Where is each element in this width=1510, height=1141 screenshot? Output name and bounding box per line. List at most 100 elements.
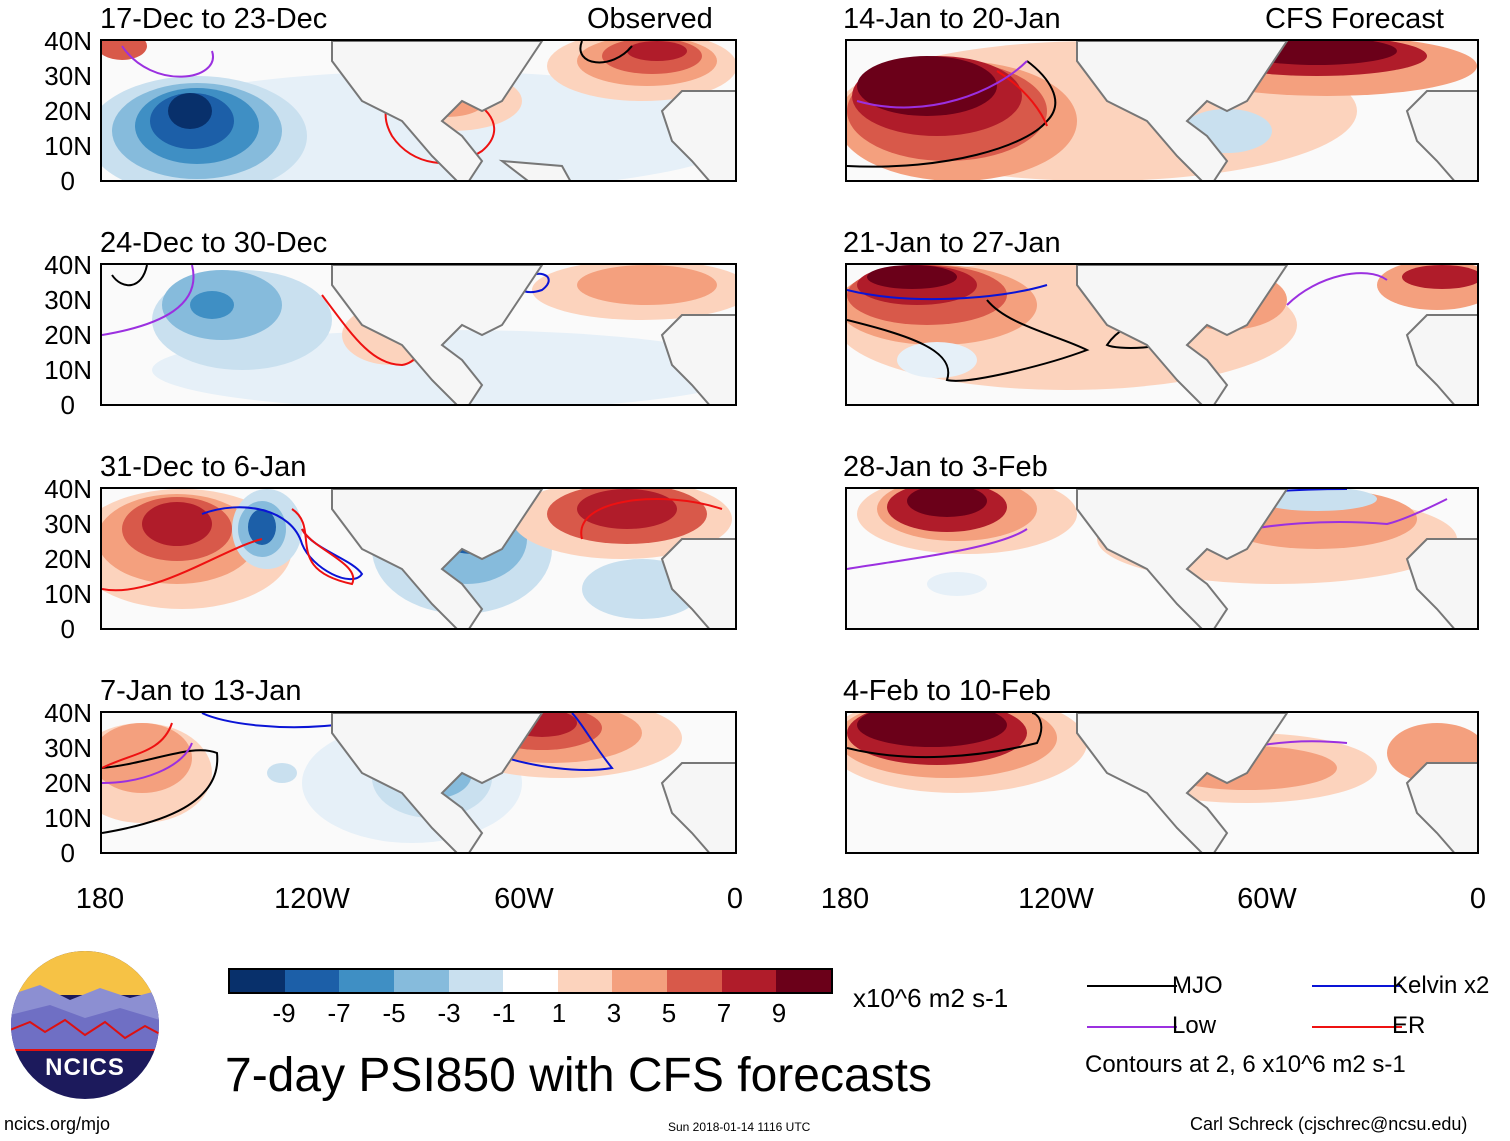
map-field-3 [102,265,735,404]
xtick: 180 [820,883,870,915]
map-field-4 [847,265,1477,404]
ytick: 10N [44,803,92,833]
ytick: 40N [44,474,92,504]
panel-title-1: 17-Dec to 23-Dec [100,3,328,35]
land-outline [331,265,735,404]
logo-mountains-icon [11,951,159,1099]
colorbar-label: -9 [272,998,296,1028]
legend-mjo-line [1087,985,1177,987]
map-panel-6 [845,487,1479,630]
map-field-7 [102,713,735,852]
map-panel-7 [100,711,737,854]
xtick: 120W [1018,883,1094,915]
colorbar-label: 3 [606,998,622,1028]
map-field-8 [847,713,1477,852]
land-outline [1076,713,1477,852]
panel-title-5: 31-Dec to 6-Jan [100,451,307,483]
map-panel-3 [100,263,737,406]
colorbar-units: x10^6 m2 s-1 [853,983,1009,1013]
land-outline [1076,41,1477,180]
map-field-2 [847,41,1477,180]
ytick: 40N [44,250,92,280]
colorbar-swatch [230,970,285,992]
colorbar-swatch [776,970,832,992]
ncics-logo: NCICS [10,950,160,1100]
map-panel-1 [100,39,737,182]
colorbar-label: 9 [771,998,787,1028]
ytick: 20N [44,544,92,574]
xtick: 0 [1469,883,1487,915]
xtick: 0 [726,883,744,915]
map-field-1 [102,41,735,180]
colorbar-swatch [503,970,558,992]
xtick: 180 [75,883,125,915]
panel-title-6: 28-Jan to 3-Feb [843,451,1048,483]
colorbar-label: -3 [437,998,461,1028]
xtick: 60W [1237,883,1297,915]
panel-tag-observed: Observed [587,3,713,35]
ytick: 20N [44,768,92,798]
map-field-6 [847,489,1477,628]
ytick: 20N [44,96,92,126]
ytick: 40N [44,698,92,728]
logo-text: NCICS [45,1054,125,1081]
legend-low-line [1087,1026,1177,1028]
legend-kelvin-label: Kelvin x2 [1392,972,1490,999]
legend-er-line [1312,1026,1402,1028]
land-outline [1076,489,1477,628]
legend-kelvin-line [1312,985,1402,987]
map-field-5 [102,489,735,628]
figure-title: 7-day PSI850 with CFS forecasts [225,1049,932,1102]
panel-title-4: 21-Jan to 27-Jan [843,227,1061,259]
colorbar-label: 7 [716,998,732,1028]
footer-site: ncics.org/mjo [4,1114,111,1134]
panel-tag-forecast: CFS Forecast [1265,3,1444,35]
ytick: 10N [44,131,92,161]
legend-note: Contours at 2, 6 x10^6 m2 s-1 [1085,1051,1406,1078]
ytick: 0 [60,838,75,868]
map-panel-8 [845,711,1479,854]
ytick: 30N [44,509,92,539]
colorbar-swatch [721,970,777,992]
ytick: 0 [60,390,75,420]
colorbar-label: 5 [661,998,677,1028]
panel-title-2: 14-Jan to 20-Jan [843,3,1061,35]
colorbar-label: 1 [551,998,567,1028]
ytick: 20N [44,320,92,350]
ytick: 30N [44,61,92,91]
colorbar-label: -5 [382,998,406,1028]
xtick: 120W [274,883,350,915]
map-panel-5 [100,487,737,630]
footer-author: Carl Schreck (cjschrec@ncsu.edu) [1190,1114,1468,1134]
land-outline [1076,265,1477,404]
footer-timestamp: Sun 2018-01-14 1116 UTC [668,1120,811,1134]
ytick: 0 [60,614,75,644]
colorbar-label: -7 [327,998,351,1028]
ytick: 10N [44,355,92,385]
xtick: 60W [494,883,554,915]
map-panel-2 [845,39,1479,182]
legend-low-label: Low [1172,1012,1217,1039]
legend-mjo-label: MJO [1172,972,1223,999]
land-outline [331,489,735,628]
ytick: 30N [44,733,92,763]
colorbar-swatch [284,970,340,992]
colorbar-swatch [667,970,722,992]
panel-title-8: 4-Feb to 10-Feb [843,675,1051,707]
land-outline [331,41,735,180]
colorbar-swatch [339,970,394,992]
legend-er-label: ER [1392,1012,1426,1039]
panel-title-3: 24-Dec to 30-Dec [100,227,328,259]
ytick: 0 [60,166,75,196]
colorbar-swatch [557,970,613,992]
panel-title-7: 7-Jan to 13-Jan [100,675,302,707]
land-outline [331,713,735,852]
ytick: 10N [44,579,92,609]
ytick: 30N [44,285,92,315]
ytick: 40N [44,26,92,56]
colorbar [228,968,833,994]
map-panel-4 [845,263,1479,406]
colorbar-label: -1 [492,998,516,1028]
colorbar-swatch [393,970,449,992]
colorbar-swatch [448,970,504,992]
